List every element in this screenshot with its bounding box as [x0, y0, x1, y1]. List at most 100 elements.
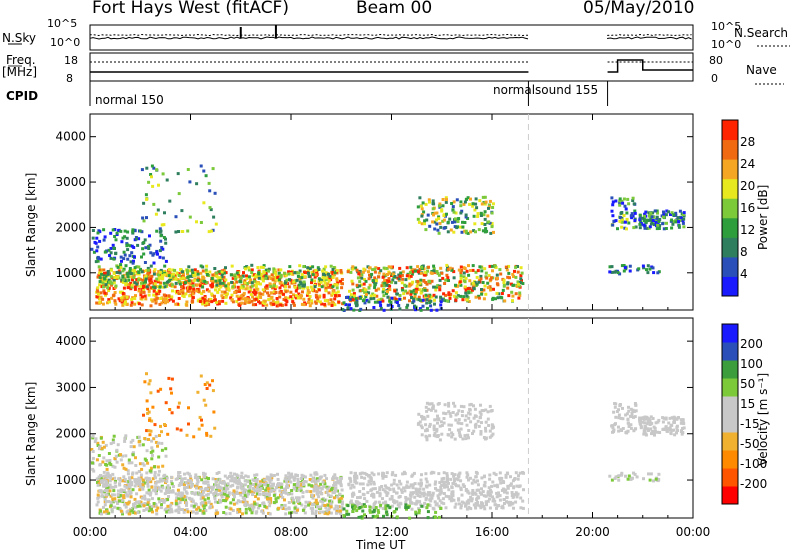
- power-cell: [487, 220, 491, 224]
- power-cell: [167, 270, 171, 274]
- velocity-cell: [174, 477, 178, 481]
- velocity-cell: [383, 489, 387, 493]
- power-cell: [623, 220, 627, 224]
- velocity-cell: [340, 502, 344, 506]
- power-cell: [369, 275, 373, 279]
- power-cell: [376, 300, 380, 304]
- velocity-cell: [361, 482, 365, 486]
- velocity-cell: [142, 481, 146, 485]
- velocity-cell: [621, 427, 625, 430]
- velocity-cell: [624, 413, 628, 417]
- velocity-cell: [438, 424, 442, 428]
- power-cell: [426, 294, 430, 298]
- velocity-cell: [139, 476, 143, 480]
- power-cell: [480, 269, 484, 273]
- sky-tick-low: 10^0: [50, 36, 81, 49]
- velocity-cell: [206, 496, 210, 500]
- velocity-cell: [239, 484, 243, 488]
- power-cell: [455, 295, 459, 299]
- power-cell: [611, 223, 615, 227]
- velocity-cell: [423, 492, 427, 496]
- power-cell: [146, 245, 150, 249]
- power-cell: [149, 304, 153, 308]
- velocity-cell: [437, 402, 441, 405]
- power-cell: [260, 277, 264, 281]
- velocity-cell: [230, 479, 234, 483]
- velocity-cell: [332, 496, 336, 500]
- power-cell: [511, 272, 515, 276]
- velocity-cell: [135, 471, 139, 475]
- velocity-cell: [131, 438, 135, 442]
- power-cell: [404, 278, 408, 282]
- power-cell: [179, 277, 183, 281]
- velocity-cell: [182, 510, 186, 514]
- velocity-cell: [626, 477, 630, 481]
- velocity-cell: [159, 477, 163, 481]
- power-cell: [195, 289, 199, 293]
- power-cell: [336, 290, 340, 294]
- velocity-cell: [231, 498, 235, 502]
- velocity-cell: [424, 429, 427, 433]
- power-cell: [349, 307, 353, 311]
- velocity-cell: [122, 475, 126, 479]
- velocity-cell: [361, 492, 365, 496]
- power-cell: [109, 274, 113, 278]
- velocity-cell: [460, 500, 464, 504]
- velocity-cell: [400, 490, 404, 494]
- power-cell: [482, 213, 486, 217]
- velocity-cell: [166, 486, 170, 490]
- velocity-cell: [142, 504, 146, 508]
- velocity-cell: [268, 493, 271, 497]
- velocity-cell: [467, 416, 471, 420]
- power-cell: [230, 298, 234, 302]
- velocity-cell: [196, 390, 200, 394]
- velocity-cell: [327, 508, 331, 512]
- power-cell: [310, 278, 314, 282]
- power-cell: [224, 271, 228, 275]
- velocity-cell: [392, 489, 396, 493]
- velocity-cell: [467, 478, 470, 482]
- velocity-cell: [398, 479, 401, 483]
- power-cell: [297, 283, 301, 287]
- velocity-cell: [324, 506, 328, 510]
- velocity-cell: [403, 472, 407, 476]
- velocity-cell: [627, 424, 631, 428]
- velocity-cell: [232, 493, 236, 497]
- velocity-cell: [667, 421, 671, 425]
- velocity-cell: [377, 472, 381, 476]
- power-cell: [351, 282, 355, 286]
- power-cell: [245, 265, 249, 269]
- velocity-cell: [138, 443, 142, 447]
- power-cell: [315, 270, 319, 274]
- velocity-cell: [624, 474, 627, 478]
- power-cell: [290, 297, 294, 301]
- velocity-cell: [442, 483, 446, 487]
- power-cell: [153, 286, 157, 290]
- power-cell: [125, 295, 129, 299]
- power-cell: [415, 284, 419, 288]
- velocity-cell: [287, 471, 291, 475]
- velocity-cell: [613, 405, 617, 409]
- velocity-cell: [447, 401, 451, 405]
- velocity-cell: [463, 418, 467, 422]
- power-cell: [132, 273, 136, 277]
- velocity-cell: [268, 512, 272, 516]
- velocity-cell: [274, 497, 278, 501]
- power-cell: [107, 278, 111, 282]
- power-cell: [435, 211, 439, 215]
- velocity-cell: [138, 504, 142, 508]
- power-cell: [417, 298, 421, 302]
- power-cell: [303, 275, 307, 279]
- velocity-cell: [185, 486, 189, 489]
- velocity-cell: [222, 511, 226, 514]
- velocity-cell: [349, 471, 353, 475]
- velocity-cell: [299, 489, 303, 493]
- velocity-cell: [130, 480, 134, 484]
- power-cell: [314, 301, 318, 305]
- power-cell: [273, 279, 277, 283]
- power-cell: [261, 303, 265, 307]
- power-cell: [113, 276, 117, 279]
- power-cell: [432, 213, 435, 217]
- power-cell: [670, 218, 674, 222]
- velocity-cell: [472, 416, 476, 420]
